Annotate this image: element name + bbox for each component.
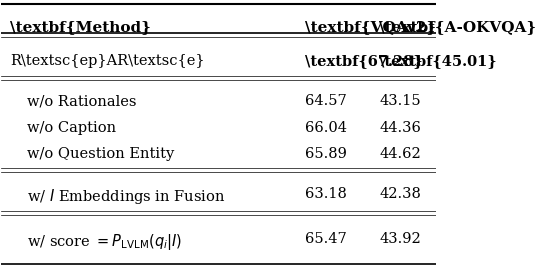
Text: 42.38: 42.38 [379,187,421,201]
Text: w/o Question Entity: w/o Question Entity [28,147,175,161]
Text: 43.15: 43.15 [379,94,421,108]
Text: 66.04: 66.04 [306,121,347,135]
Text: \textbf{67.28}: \textbf{67.28} [306,54,423,68]
Text: \textbf{Method}: \textbf{Method} [10,20,151,34]
Text: 63.18: 63.18 [306,187,347,201]
Text: 65.89: 65.89 [306,147,347,161]
Text: 44.62: 44.62 [379,147,421,161]
Text: 44.36: 44.36 [379,121,421,135]
Text: \textbf{45.01}: \textbf{45.01} [379,54,497,68]
Text: 65.47: 65.47 [306,232,347,246]
Text: \textbf{A-OKVQA}: \textbf{A-OKVQA} [379,20,537,34]
Text: w/o Rationales: w/o Rationales [28,94,137,108]
Text: w/ score $= P_{\mathrm{LVLM}}(q_i|I)$: w/ score $= P_{\mathrm{LVLM}}(q_i|I)$ [28,232,183,252]
Text: R\textsc{ep}AR\textsc{e}: R\textsc{ep}AR\textsc{e} [10,54,205,68]
Text: 64.57: 64.57 [306,94,347,108]
Text: \textbf{VQAv2}: \textbf{VQAv2} [306,20,437,34]
Text: w/ $\mathit{I}$ Embeddings in Fusion: w/ $\mathit{I}$ Embeddings in Fusion [28,187,226,206]
Text: 43.92: 43.92 [379,232,421,246]
Text: w/o Caption: w/o Caption [28,121,117,135]
